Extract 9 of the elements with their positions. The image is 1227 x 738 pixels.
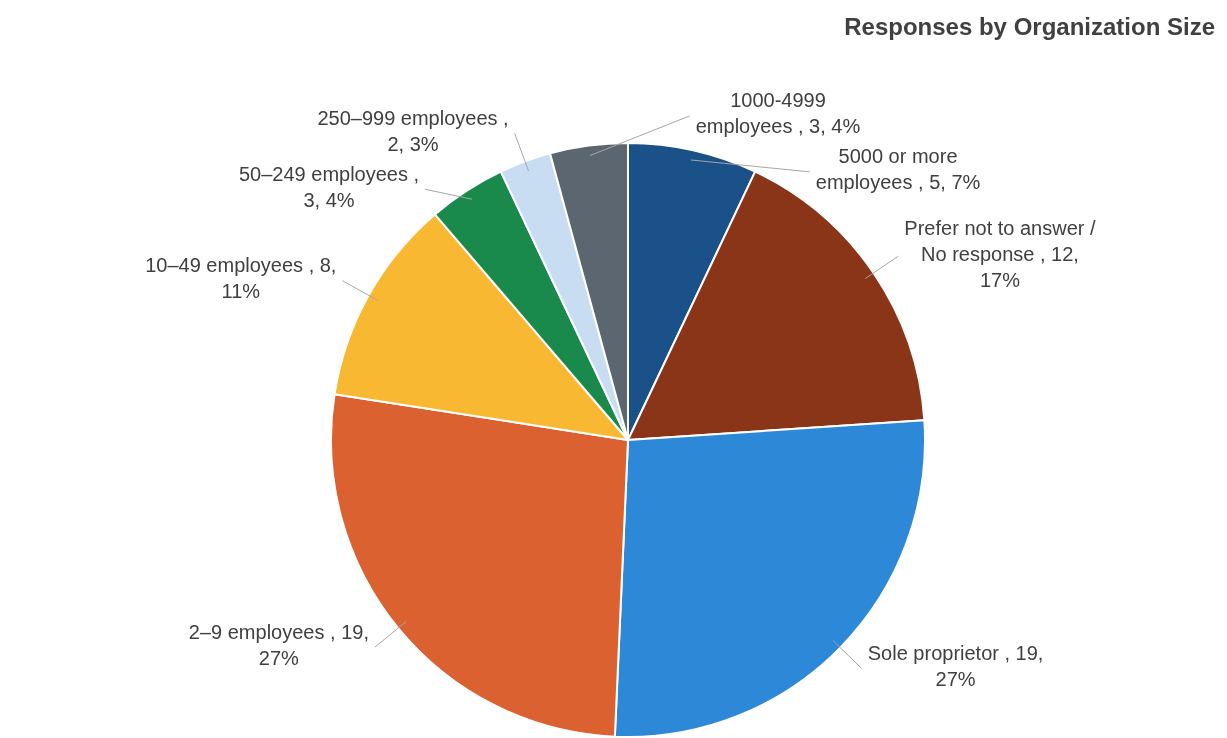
slice-label: 2–9 employees , 19, 27% — [188, 620, 369, 669]
slice-label: 5000 or more employees , 5, 7% — [815, 145, 981, 194]
slice-label: 10–49 employees , 8, 11% — [145, 254, 337, 303]
slice-label: Sole proprietor , 19, 27% — [867, 642, 1044, 691]
slice-label: 250–999 employees , 2, 3% — [317, 106, 509, 155]
slice-label: 50–249 employees , 3, 4% — [238, 162, 420, 211]
slice-label: 1000-4999 employees , 3, 4% — [695, 89, 861, 138]
chart-title: Responses by Organization Size — [844, 12, 1215, 40]
slice-label: Prefer not to answer / No response , 12, 17% — [904, 216, 1097, 291]
